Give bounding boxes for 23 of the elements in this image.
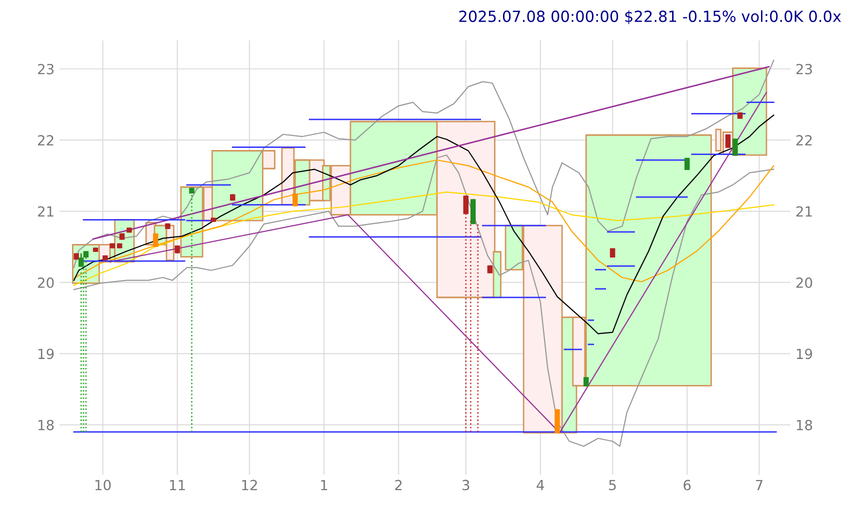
x-tick-label: 3 <box>462 480 470 490</box>
x-tick-label: 2 <box>395 480 402 490</box>
y-tick-label: 18 <box>38 420 54 430</box>
y-tick-label: 23 <box>38 64 54 74</box>
y-tick-label: 22 <box>38 135 54 146</box>
y2-tick-label: 23 <box>796 64 812 74</box>
x-tick-label: 1 <box>321 480 328 490</box>
y2-tick-label: 18 <box>796 420 812 430</box>
x-tick-label: 6 <box>684 480 691 490</box>
y-tick-label: 21 <box>38 206 54 217</box>
y2-tick-label: 19 <box>796 348 812 360</box>
x-tick-label: 11 <box>170 480 185 490</box>
y2-tick-label: 21 <box>796 206 812 217</box>
chart-title: 2025.07.08 00:00:00 $22.81 -0.15% vol:0.0K 0.0x <box>459 10 841 24</box>
y2-tick-label: 20 <box>796 277 812 288</box>
x-tick-label: 4 <box>536 480 544 490</box>
x-tick-label: 7 <box>756 480 762 490</box>
x-tick-label: 5 <box>609 480 616 490</box>
y-tick-label: 20 <box>38 277 54 288</box>
y2-tick-label: 22 <box>796 135 812 146</box>
y-tick-label: 19 <box>38 348 54 360</box>
x-tick-label: 12 <box>242 480 257 490</box>
x-tick-label: 10 <box>95 480 111 490</box>
